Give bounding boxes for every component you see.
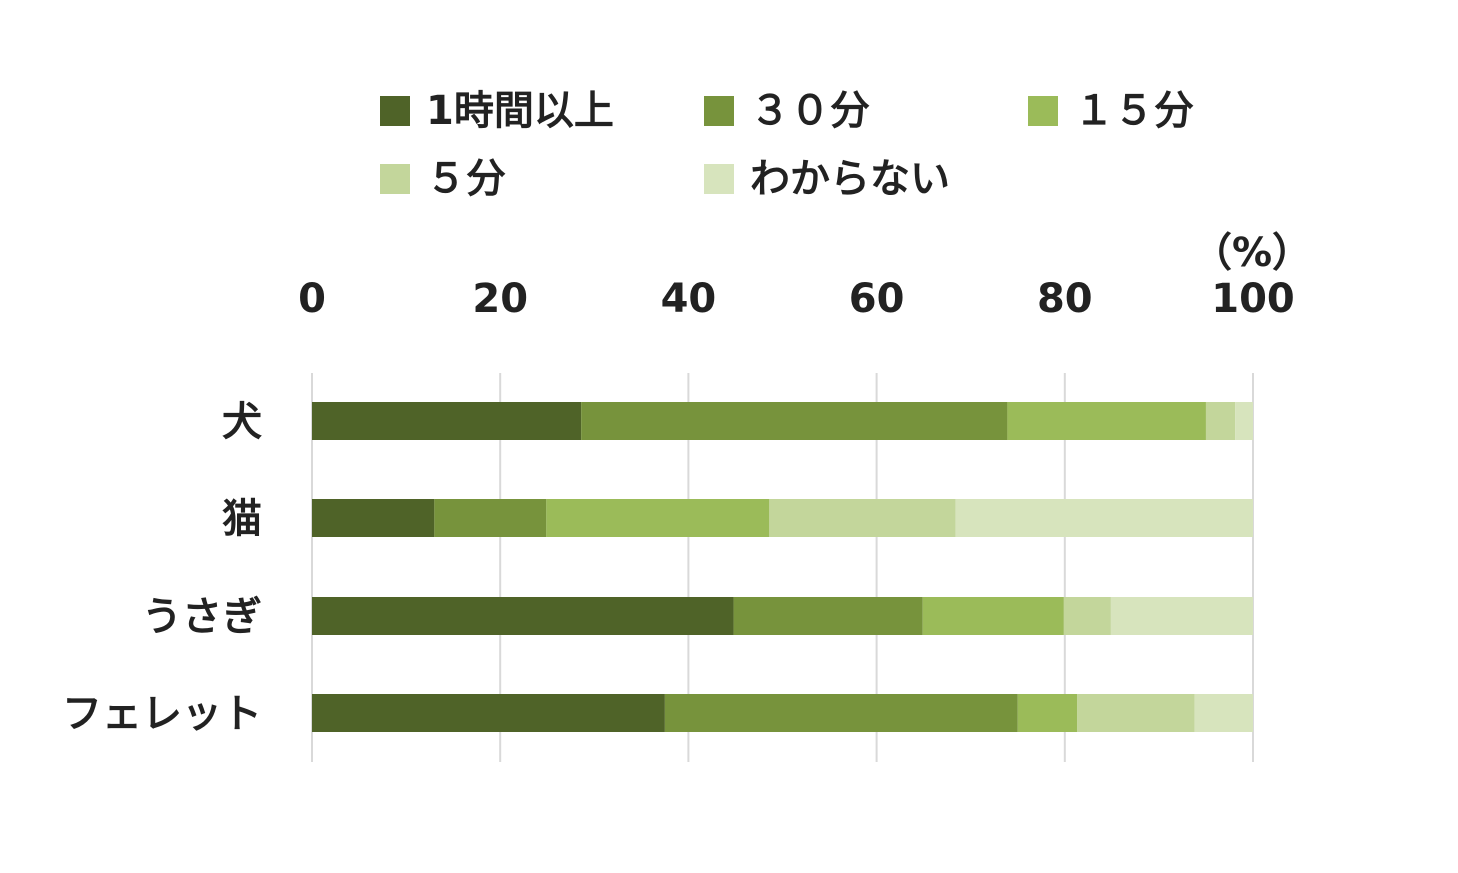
bar-segment xyxy=(1017,694,1078,732)
x-tick-label: 20 xyxy=(472,276,528,322)
x-tick-label: 0 xyxy=(298,276,326,322)
legend-label: ５分 xyxy=(426,156,506,202)
x-tick-label: 40 xyxy=(661,276,717,322)
legend-swatch xyxy=(380,164,410,194)
bar-segment xyxy=(733,597,923,635)
bar-segment xyxy=(312,402,582,440)
x-axis-ticks: 0 20 40 60 80 100 xyxy=(298,276,1295,322)
bar-segment xyxy=(1194,694,1253,732)
bar-segment xyxy=(312,499,435,537)
legend-swatch xyxy=(704,96,734,126)
category-label: 犬 xyxy=(222,399,262,445)
bar-segment xyxy=(312,694,665,732)
category-label: フェレット xyxy=(62,691,262,737)
category-label: うさぎ xyxy=(142,594,262,640)
bar-segment xyxy=(1077,694,1195,732)
bar-segment xyxy=(664,694,1018,732)
bar-segment xyxy=(955,499,1253,537)
bar-segment xyxy=(312,597,734,635)
legend-label: 1時間以上 xyxy=(426,88,614,134)
unit-label: （%） xyxy=(1192,230,1312,276)
bar-segment xyxy=(1110,597,1253,635)
bar-segment xyxy=(769,499,956,537)
bars xyxy=(312,402,1253,732)
bar-segment xyxy=(922,597,1064,635)
legend-label: わからない xyxy=(750,156,950,202)
bar-segment xyxy=(581,402,1008,440)
x-tick-label: 100 xyxy=(1211,276,1295,322)
legend-swatch xyxy=(704,164,734,194)
bar-segment xyxy=(434,499,547,537)
legend-swatch xyxy=(380,96,410,126)
bar-segment xyxy=(1007,402,1206,440)
category-label: 猫 xyxy=(222,496,262,542)
legend: 1時間以上 ３０分 １５分 ５分 わからない xyxy=(380,88,1194,202)
x-tick-label: 60 xyxy=(849,276,905,322)
legend-label: ３０分 xyxy=(750,88,870,134)
bar-segment xyxy=(546,499,770,537)
legend-swatch xyxy=(1028,96,1058,126)
legend-label: １５分 xyxy=(1074,88,1194,134)
bar-segment xyxy=(1235,402,1253,440)
bar-segment xyxy=(1205,402,1236,440)
bar-segment xyxy=(1063,597,1111,635)
x-tick-label: 80 xyxy=(1037,276,1093,322)
